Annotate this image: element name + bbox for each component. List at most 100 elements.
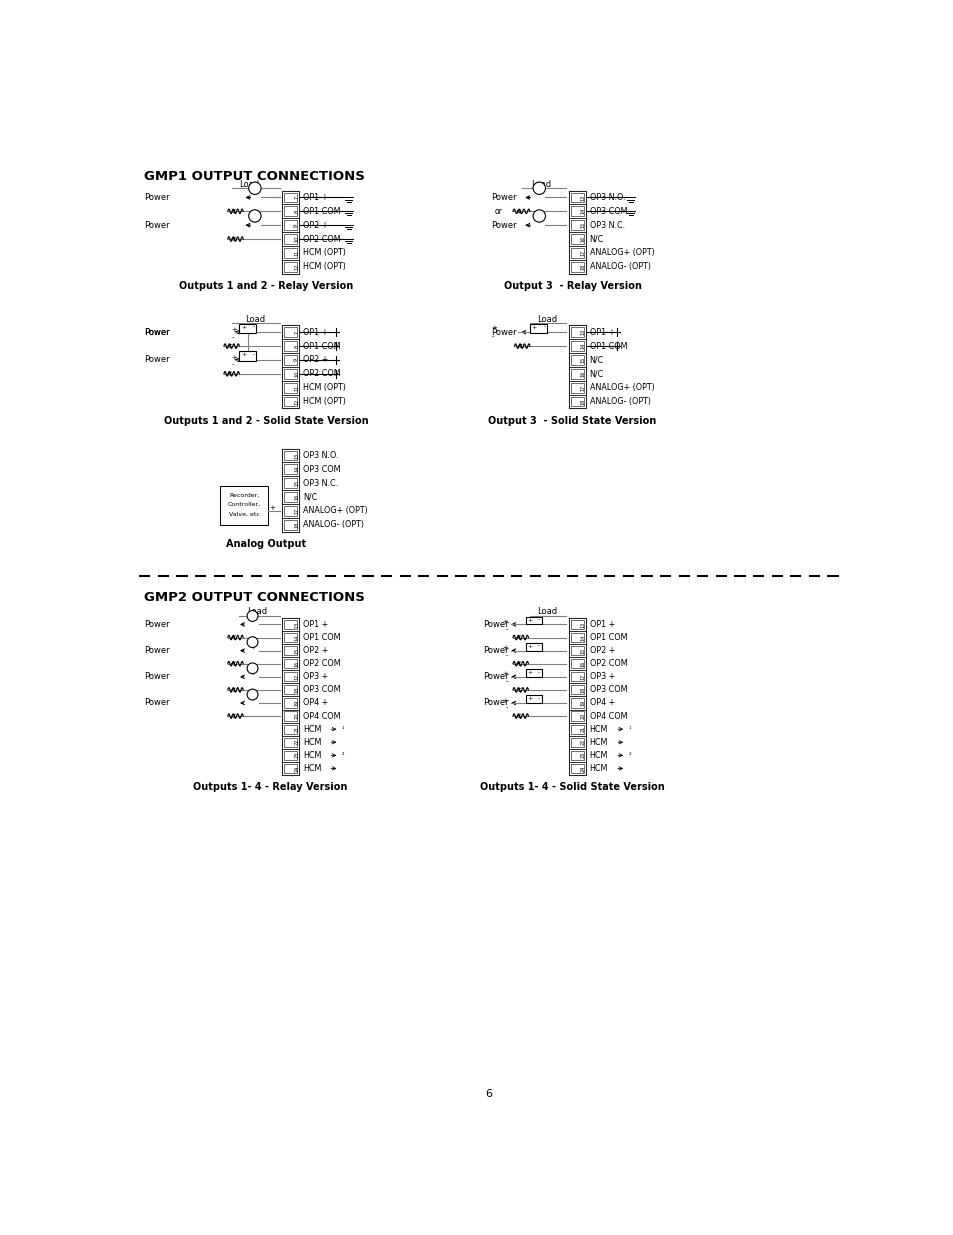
- Bar: [282, 353, 298, 367]
- Bar: [284, 206, 296, 216]
- Text: OP1 COM: OP1 COM: [303, 634, 340, 642]
- Text: -: -: [232, 333, 233, 340]
- Bar: [284, 646, 296, 656]
- Text: 18: 18: [580, 687, 585, 693]
- Text: 12: 12: [294, 399, 299, 405]
- Bar: [284, 634, 296, 642]
- Text: OP4 COM: OP4 COM: [589, 711, 626, 720]
- Text: -: -: [537, 618, 539, 622]
- Text: 22: 22: [580, 739, 585, 746]
- Circle shape: [247, 637, 257, 647]
- Text: -: -: [505, 626, 508, 632]
- Text: OP3 COM: OP3 COM: [589, 685, 626, 694]
- Bar: [530, 324, 546, 333]
- Text: 9: 9: [294, 224, 299, 227]
- Bar: [570, 206, 583, 216]
- Text: -: -: [491, 333, 494, 340]
- Text: +: +: [527, 697, 533, 701]
- Text: Power: Power: [491, 193, 517, 203]
- Text: 13: 13: [580, 329, 585, 336]
- Bar: [568, 232, 585, 246]
- Text: +: +: [502, 646, 508, 651]
- Text: 8: 8: [294, 210, 299, 212]
- Text: +: +: [527, 643, 533, 648]
- Bar: [284, 699, 296, 708]
- Text: ¹: ¹: [341, 726, 344, 731]
- Bar: [570, 369, 583, 379]
- Text: Power: Power: [483, 620, 509, 629]
- Bar: [570, 685, 583, 694]
- Text: 13: 13: [580, 621, 585, 627]
- Text: Outputs 1- 4 - Solid State Version: Outputs 1- 4 - Solid State Version: [479, 782, 664, 793]
- Bar: [568, 395, 585, 409]
- Bar: [570, 356, 583, 364]
- Text: Load: Load: [239, 180, 259, 189]
- Text: +: +: [232, 327, 237, 333]
- Text: ANALOG- (OPT): ANALOG- (OPT): [589, 262, 650, 272]
- Text: HCM: HCM: [303, 725, 321, 734]
- Bar: [284, 356, 296, 364]
- Text: 19: 19: [294, 700, 299, 706]
- Text: OP1 +: OP1 +: [589, 620, 615, 629]
- Text: Power: Power: [483, 646, 509, 655]
- Text: OP3 N.C.: OP3 N.C.: [303, 479, 337, 488]
- Bar: [570, 634, 583, 642]
- Text: +: +: [527, 618, 533, 622]
- Bar: [284, 711, 296, 721]
- Text: +: +: [269, 505, 274, 511]
- Bar: [284, 248, 296, 258]
- Bar: [568, 671, 585, 683]
- Bar: [282, 748, 298, 762]
- Text: 6: 6: [485, 1089, 492, 1099]
- Bar: [282, 710, 298, 722]
- Text: Power: Power: [144, 620, 170, 629]
- Bar: [570, 193, 583, 203]
- Bar: [284, 672, 296, 682]
- Bar: [282, 205, 298, 219]
- Bar: [282, 504, 298, 517]
- Text: 18: 18: [294, 521, 299, 527]
- Text: ²: ²: [341, 753, 344, 758]
- Bar: [284, 451, 296, 461]
- Bar: [282, 448, 298, 531]
- Text: OP3 +: OP3 +: [589, 672, 615, 682]
- Text: OP1 +: OP1 +: [303, 193, 328, 203]
- Text: OP2 +: OP2 +: [303, 356, 328, 364]
- Bar: [570, 672, 583, 682]
- Bar: [282, 490, 298, 504]
- Text: Outputs 1 and 2 - Solid State Version: Outputs 1 and 2 - Solid State Version: [164, 416, 369, 426]
- Bar: [282, 190, 298, 205]
- Bar: [282, 618, 298, 631]
- Bar: [570, 220, 583, 230]
- Text: OP1 COM: OP1 COM: [303, 342, 340, 351]
- Text: ANALOG- (OPT): ANALOG- (OPT): [303, 520, 363, 530]
- Circle shape: [533, 210, 545, 222]
- Text: +: +: [527, 669, 533, 674]
- Text: Output 3  - Relay Version: Output 3 - Relay Version: [503, 282, 640, 291]
- Text: Power: Power: [144, 193, 170, 203]
- Text: OP1 +: OP1 +: [589, 327, 615, 337]
- Bar: [568, 190, 585, 274]
- Bar: [568, 710, 585, 722]
- Text: 16: 16: [294, 494, 299, 500]
- Text: 13: 13: [580, 194, 585, 200]
- Bar: [284, 220, 296, 230]
- Circle shape: [247, 610, 257, 621]
- Bar: [570, 737, 583, 747]
- Text: Power: Power: [483, 672, 509, 682]
- Text: 14: 14: [580, 635, 585, 641]
- Text: 19: 19: [580, 700, 585, 706]
- Bar: [525, 616, 541, 625]
- Text: -: -: [505, 652, 508, 658]
- Bar: [284, 685, 296, 694]
- Bar: [525, 695, 541, 703]
- Text: ANALOG+ (OPT): ANALOG+ (OPT): [589, 248, 654, 257]
- Bar: [570, 725, 583, 734]
- Text: HCM: HCM: [303, 764, 321, 773]
- Bar: [570, 711, 583, 721]
- Bar: [568, 219, 585, 232]
- Text: 14: 14: [580, 343, 585, 350]
- Bar: [282, 462, 298, 477]
- Bar: [282, 325, 298, 409]
- Text: N/C: N/C: [303, 493, 316, 501]
